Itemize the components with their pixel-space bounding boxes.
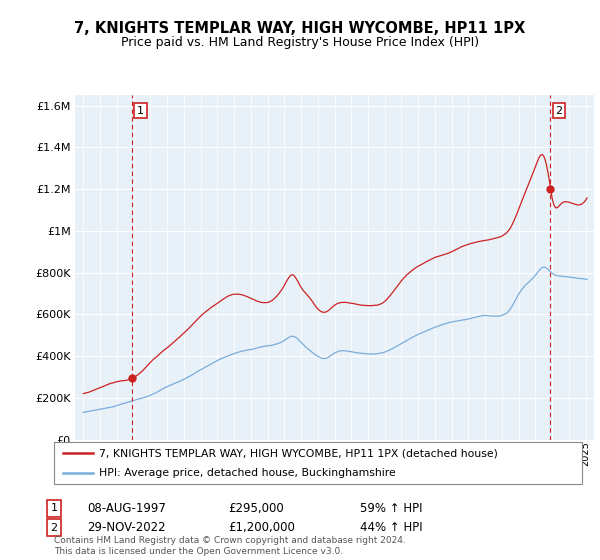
Text: £1,200,000: £1,200,000 [228, 521, 295, 534]
Text: Contains HM Land Registry data © Crown copyright and database right 2024.
This d: Contains HM Land Registry data © Crown c… [54, 536, 406, 556]
Text: 2: 2 [50, 522, 58, 533]
Text: 1: 1 [137, 105, 144, 115]
Text: 08-AUG-1997: 08-AUG-1997 [87, 502, 166, 515]
Text: 2: 2 [556, 105, 563, 115]
Text: Price paid vs. HM Land Registry's House Price Index (HPI): Price paid vs. HM Land Registry's House … [121, 36, 479, 49]
Text: HPI: Average price, detached house, Buckinghamshire: HPI: Average price, detached house, Buck… [99, 468, 396, 478]
Text: 7, KNIGHTS TEMPLAR WAY, HIGH WYCOMBE, HP11 1PX: 7, KNIGHTS TEMPLAR WAY, HIGH WYCOMBE, HP… [74, 21, 526, 36]
Text: 1: 1 [50, 503, 58, 514]
Text: 29-NOV-2022: 29-NOV-2022 [87, 521, 166, 534]
Text: 7, KNIGHTS TEMPLAR WAY, HIGH WYCOMBE, HP11 1PX (detached house): 7, KNIGHTS TEMPLAR WAY, HIGH WYCOMBE, HP… [99, 449, 498, 458]
Text: 44% ↑ HPI: 44% ↑ HPI [360, 521, 422, 534]
Text: 59% ↑ HPI: 59% ↑ HPI [360, 502, 422, 515]
Text: £295,000: £295,000 [228, 502, 284, 515]
